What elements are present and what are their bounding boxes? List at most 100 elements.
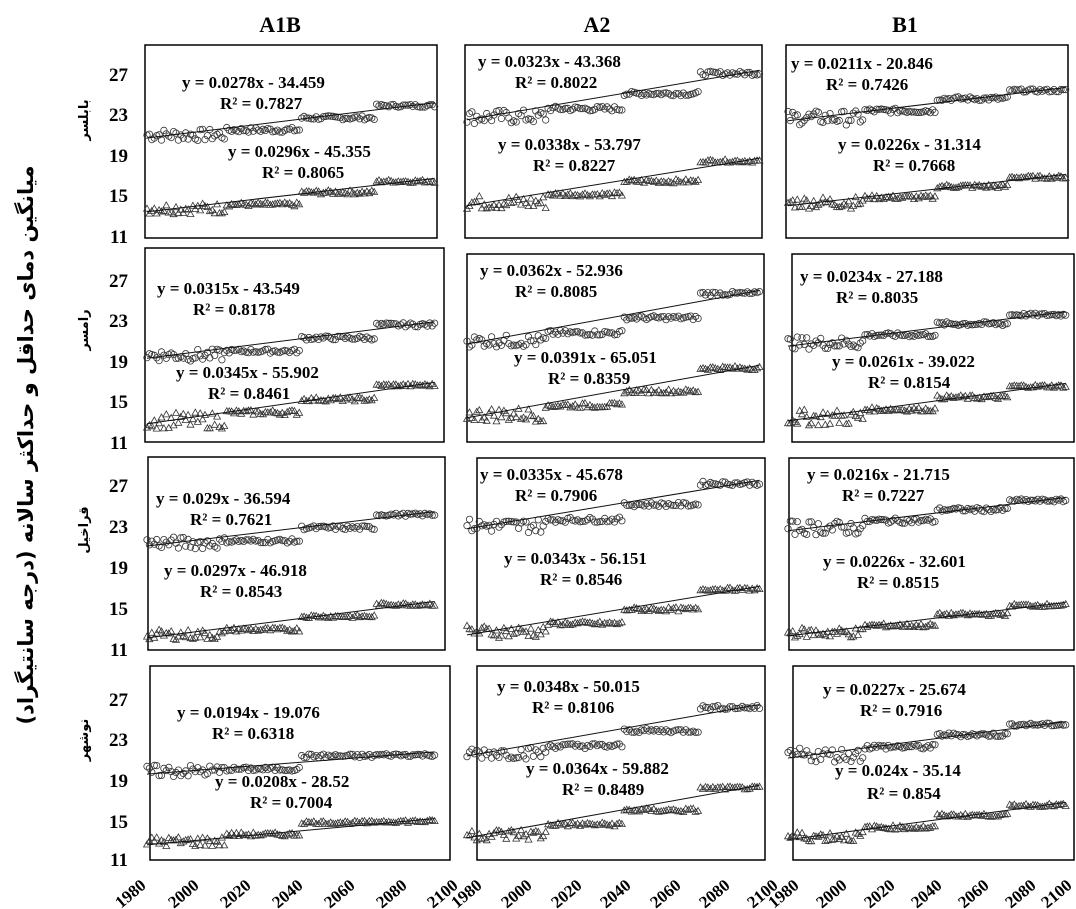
panel-marks <box>462 287 764 425</box>
triangle-data-point <box>935 182 944 190</box>
circle-data-point <box>667 501 675 509</box>
circle-data-point <box>165 763 173 772</box>
column-title-a1b: A1B <box>259 12 301 37</box>
triangle-data-point <box>830 411 839 419</box>
circle-data-point <box>807 757 815 765</box>
y-tick-label: 27 <box>109 271 129 292</box>
circle-data-point <box>468 745 476 753</box>
triangle-trend-line <box>146 601 435 639</box>
circle-data-point <box>430 751 439 759</box>
triangle-data-point <box>205 630 214 639</box>
triangle-data-point <box>157 627 166 635</box>
circle-data-point <box>652 89 660 98</box>
triangle-data-point <box>637 805 646 813</box>
circle-data-point <box>468 341 476 349</box>
panel-frame <box>144 44 438 239</box>
circle-data-point <box>650 501 658 509</box>
panel-marks <box>142 750 439 849</box>
station-label-gharakheil: قراخیل <box>77 506 92 553</box>
triangle-data-point <box>568 191 577 200</box>
triangle-data-point <box>654 807 663 815</box>
circle-data-point <box>358 522 366 530</box>
circle-data-point <box>273 126 282 134</box>
triangle-data-point <box>251 200 260 208</box>
circle-data-point <box>748 289 756 297</box>
circle-data-point <box>348 750 356 758</box>
triangle-data-point <box>314 187 323 195</box>
triangle-data-point <box>497 412 506 421</box>
circle-data-point <box>586 107 594 115</box>
triangle-data-point <box>853 630 863 638</box>
triangle-data-point <box>300 188 309 196</box>
circle-data-point <box>256 538 265 547</box>
circle-data-point <box>943 731 951 740</box>
circle-data-point <box>924 332 932 340</box>
circle-data-point <box>793 111 801 119</box>
circle-data-point <box>426 101 434 109</box>
panel-frame <box>785 44 1069 239</box>
triangle-data-point <box>145 209 154 217</box>
x-ticks-col-2: 1980 2000 2020 2040 2060 2080 2100 <box>447 876 781 909</box>
circle-data-point <box>317 522 325 530</box>
triangle-data-point <box>517 200 526 208</box>
panel-marks <box>783 495 1070 641</box>
circle-data-point <box>868 515 876 524</box>
x-tick-label: 2040 <box>907 876 945 909</box>
triangle-data-point <box>662 178 671 186</box>
triangle-data-point <box>865 621 874 629</box>
triangle-data-point <box>858 414 867 422</box>
triangle-data-point <box>244 625 253 634</box>
triangle-data-point <box>553 618 563 626</box>
circle-data-point <box>377 750 385 758</box>
triangle-data-point <box>561 400 570 408</box>
circle-data-point <box>908 743 916 751</box>
triangle-data-point <box>802 632 811 640</box>
circle-data-point <box>996 320 1004 328</box>
triangle-data-point <box>227 625 236 633</box>
circle-data-point <box>978 730 986 738</box>
circle-data-point <box>500 747 508 755</box>
triangle-data-point <box>539 831 548 840</box>
circle-data-point <box>917 516 925 525</box>
circle-data-point <box>529 337 538 345</box>
circle-data-point <box>966 731 974 740</box>
y-tick-label: 11 <box>110 640 128 661</box>
triangle-data-point <box>909 824 919 832</box>
circle-data-point <box>637 726 646 734</box>
triangle-data-point <box>482 204 491 212</box>
triangle-data-point <box>996 610 1005 618</box>
circle-data-point <box>416 103 424 111</box>
circle-data-point <box>240 127 248 135</box>
triangle-data-point <box>728 364 737 372</box>
circle-data-point <box>194 136 202 144</box>
triangle-data-point <box>625 385 634 394</box>
triangle-data-point <box>647 385 656 394</box>
circle-data-point <box>652 725 660 734</box>
circle-data-point <box>495 753 503 762</box>
triangle-data-point <box>174 418 183 426</box>
circle-data-point <box>220 135 228 143</box>
circle-data-point <box>637 91 646 100</box>
triangle-data-point <box>423 600 432 609</box>
triangle-data-point <box>480 622 489 630</box>
x-tick-label: 2020 <box>860 876 898 909</box>
triangle-data-point <box>541 827 550 835</box>
circle-data-point <box>517 746 525 754</box>
x-tick-label: 2000 <box>812 876 850 909</box>
triangle-data-point <box>512 192 521 200</box>
circle-trend-line <box>466 69 760 121</box>
circle-data-point <box>950 320 958 328</box>
circle-data-point <box>838 745 846 754</box>
triangle-data-point <box>1024 383 1033 391</box>
triangle-data-point <box>465 831 474 839</box>
triangle-data-point <box>1021 173 1031 181</box>
triangle-data-point <box>188 414 197 423</box>
triangle-data-point <box>659 388 668 397</box>
triangle-data-point <box>786 833 795 841</box>
triangle-data-point <box>558 820 567 828</box>
triangle-data-point <box>394 817 403 825</box>
triangle-data-point <box>802 196 811 204</box>
circle-data-point <box>475 748 483 756</box>
triangle-data-point <box>519 831 528 840</box>
triangle-data-point <box>979 610 989 618</box>
